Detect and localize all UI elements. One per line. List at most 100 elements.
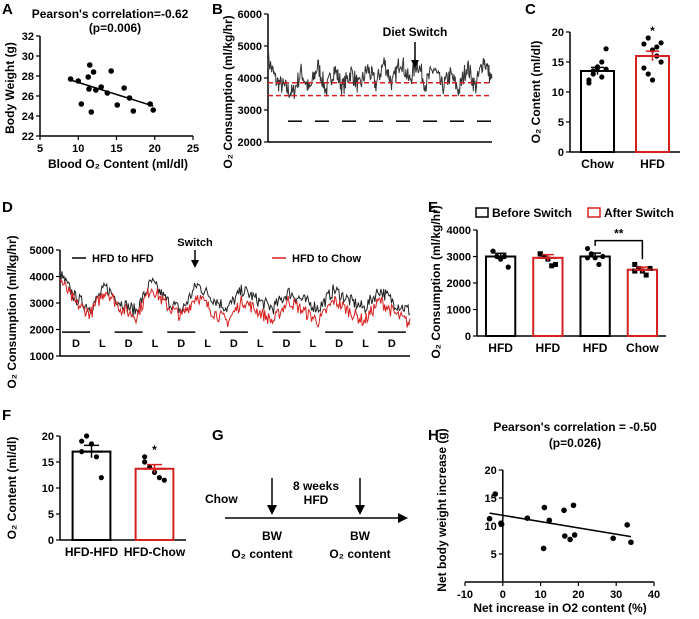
y-tick-label: 5000: [238, 41, 262, 53]
y-tick-label: 1000: [30, 351, 54, 363]
data-point: [161, 477, 167, 483]
data-point: [537, 251, 543, 257]
y-tick-label: 10: [552, 87, 564, 99]
significance-bracket: [594, 239, 644, 260]
chart-subtitle: (p=0.026): [549, 436, 601, 450]
y-tick-label: 22: [22, 131, 34, 143]
period-label: D: [125, 338, 133, 350]
data-point: [98, 475, 104, 481]
x-tick-label: 20: [572, 589, 584, 601]
legend-label-hfd: HFD to HFD: [92, 253, 154, 265]
y-tick-label: 4000: [238, 73, 262, 85]
x-tick-label: 10: [534, 589, 546, 601]
x-tick-label: 5: [37, 143, 43, 155]
y-tick-label: 3000: [30, 298, 54, 310]
category-label: HFD: [583, 341, 608, 355]
data-point: [584, 245, 591, 252]
data-point: [567, 536, 573, 543]
data-point: [654, 44, 660, 50]
x-tick-label: 15: [110, 143, 122, 155]
data-point: [628, 539, 634, 546]
y-tick-label: 5: [491, 549, 497, 561]
panel-label-a: A: [2, 1, 13, 18]
chart-title: Pearson's correlation=-0.62: [32, 7, 189, 21]
y-axis-label: O₂ Consumption (ml/kg/hr): [429, 205, 443, 358]
data-point: [108, 68, 114, 74]
period-label: L: [362, 338, 369, 350]
diagram-bw-1: BW: [262, 529, 283, 543]
data-point: [641, 65, 647, 71]
category-label: HFD: [488, 341, 513, 355]
data-point: [596, 261, 602, 268]
data-point: [86, 86, 92, 92]
category-label: HFD: [536, 341, 561, 355]
panel-label-d: D: [2, 199, 13, 216]
y-tick-label: 20: [42, 431, 54, 443]
period-label: D: [72, 338, 80, 350]
category-label: HFD-Chow: [124, 545, 186, 559]
data-point: [599, 74, 605, 80]
period-label: L: [204, 338, 211, 350]
y-tick-label: 24: [22, 111, 35, 123]
data-point: [490, 248, 496, 254]
data-point: [93, 454, 100, 460]
y-tick-label: 15: [42, 457, 54, 469]
y-tick-label: 1000: [447, 305, 471, 317]
data-point: [599, 59, 605, 65]
timeline-diagram: Chow 8 weeks HFD BW O₂ content BW O₂ con…: [205, 478, 408, 561]
category-label: HFD: [640, 157, 665, 171]
period-label: D: [335, 338, 343, 350]
y-tick-label: 3000: [447, 252, 471, 264]
y-tick-label: 32: [22, 31, 34, 43]
data-point: [570, 502, 577, 509]
data-point: [486, 515, 493, 522]
y-tick-label: 4000: [30, 272, 54, 284]
y-tick-label: 0: [48, 535, 54, 547]
y-tick-label: 20: [552, 27, 564, 39]
panel-label-f: F: [2, 407, 11, 424]
data-point: [83, 433, 90, 439]
period-label: L: [309, 338, 316, 350]
y-axis-label: O₂ Content (ml/dl): [5, 437, 19, 540]
legend-swatch-before: [475, 207, 489, 218]
timeline-arrowhead-icon: [398, 513, 408, 523]
period-label: L: [152, 338, 159, 350]
data-point: [561, 533, 568, 539]
annotation-label: Diet Switch: [383, 25, 448, 39]
hfd-to-hfd-line: [59, 269, 411, 316]
data-point: [641, 41, 647, 47]
data-point: [549, 263, 555, 269]
y-tick-label: 6000: [238, 9, 262, 21]
data-point: [643, 272, 649, 278]
category-label: Chow: [581, 157, 614, 171]
x-tick-label: -10: [457, 589, 473, 601]
y-tick-label: 5: [48, 509, 54, 521]
x-axis-label: Net increase in O2 content (%): [473, 601, 646, 615]
data-point: [603, 46, 609, 52]
diagram-duration: 8 weeks: [293, 479, 339, 493]
data-point: [632, 261, 638, 267]
data-point: [645, 71, 651, 77]
data-point: [78, 101, 85, 107]
bar: [532, 256, 564, 338]
y-tick-label: 5: [558, 117, 564, 129]
panel-label-g: G: [212, 427, 224, 444]
data-point: [541, 504, 548, 511]
legend-swatch-after: [587, 207, 601, 218]
diagram-o2-2: O₂ content: [329, 547, 390, 561]
y-tick-label: 2000: [238, 137, 262, 149]
data-point: [114, 102, 121, 108]
annotation-label: Switch: [177, 237, 213, 249]
period-label: D: [230, 338, 238, 350]
o2-series-line: [267, 52, 493, 99]
data-point: [86, 62, 93, 68]
y-axis-label: O₂ Consumption (ml/kg/hr): [5, 235, 19, 388]
diagram-diet: HFD: [304, 493, 329, 507]
arrow-down-icon: [355, 505, 365, 515]
data-point: [88, 109, 95, 115]
y-axis-label: Body Weight (g): [3, 42, 17, 134]
x-tick-label: 0: [500, 589, 506, 601]
data-point: [130, 108, 137, 114]
period-label: L: [257, 338, 264, 350]
